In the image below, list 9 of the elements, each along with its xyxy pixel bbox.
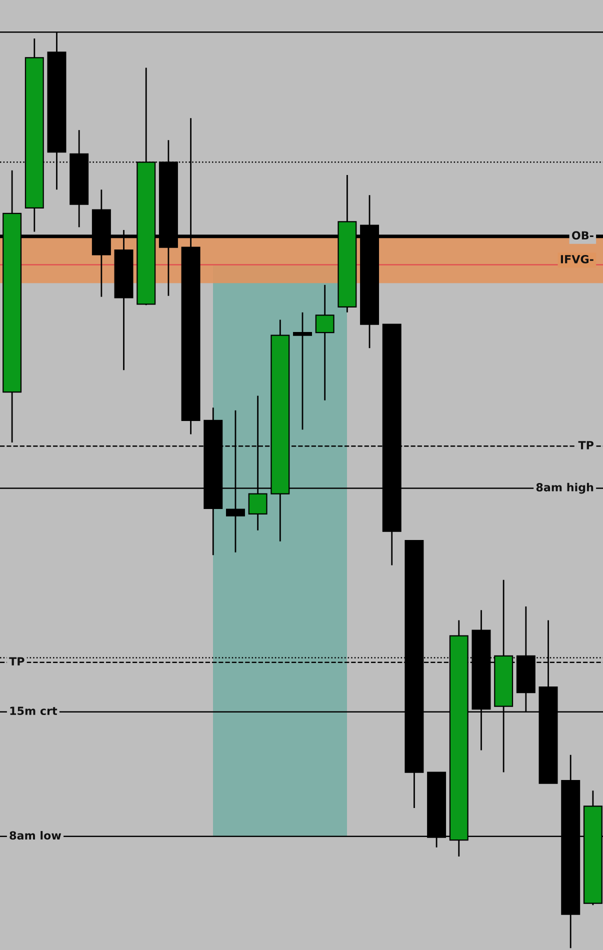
ref-line-label: TP [578, 441, 594, 450]
ref-line-label: OB- [572, 231, 594, 240]
ref-line-label: 8am low [10, 831, 62, 840]
ref-line-label: TP [9, 657, 24, 666]
candlestick [315, 284, 334, 402]
ref-line-label: 8am high [536, 482, 594, 494]
band-label: IFVG- [560, 254, 594, 264]
candlestick [293, 312, 312, 430]
ref-line-label: 15m crt [10, 706, 58, 716]
